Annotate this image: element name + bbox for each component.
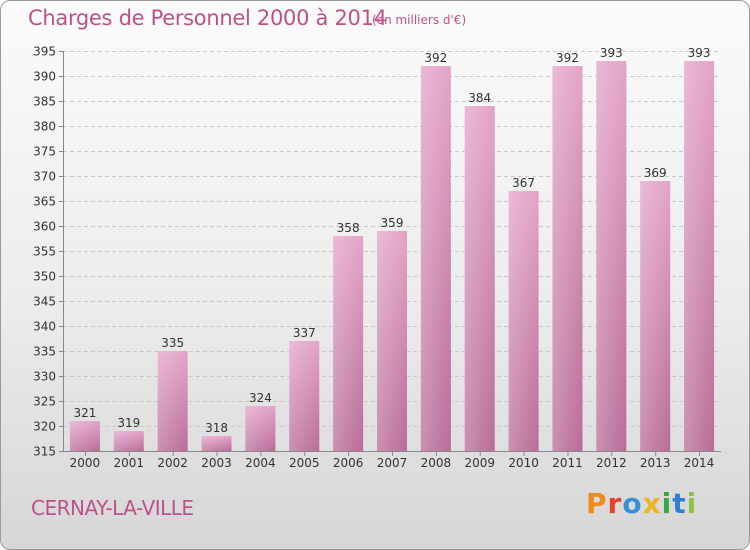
bar-highlight — [245, 406, 276, 451]
y-tick-label: 385 — [33, 95, 56, 109]
y-tick-label: 315 — [33, 445, 56, 459]
y-tick-label: 335 — [33, 345, 56, 359]
bar-highlight — [684, 61, 715, 451]
data-label: 318 — [205, 421, 228, 435]
bar-highlight — [552, 66, 583, 451]
x-tick-label: 2014 — [684, 456, 715, 470]
data-label: 393 — [688, 46, 711, 60]
y-tick-label: 340 — [33, 320, 56, 334]
bar-highlight — [69, 421, 100, 451]
city-name: CERNAY-LA-VILLE — [31, 496, 194, 520]
y-tick-label: 360 — [33, 220, 56, 234]
y-tick-label: 380 — [33, 120, 56, 134]
data-label: 392 — [424, 51, 447, 65]
bar-highlight — [289, 341, 320, 451]
data-label: 358 — [337, 221, 360, 235]
logo-letter: t — [672, 487, 687, 520]
x-tick-label: 2006 — [333, 456, 364, 470]
bar-highlight — [420, 66, 451, 451]
data-label: 384 — [468, 91, 491, 105]
x-tick-label: 2007 — [377, 456, 408, 470]
x-tick-label: 2013 — [640, 456, 671, 470]
data-label: 393 — [600, 46, 623, 60]
y-tick-label: 330 — [33, 370, 56, 384]
bar-highlight — [377, 231, 407, 451]
chart-subtitle: (en milliers d'€) — [372, 13, 467, 27]
y-tick-label: 375 — [33, 145, 56, 159]
data-label: 337 — [293, 326, 316, 340]
y-tick-label: 370 — [33, 170, 56, 184]
x-tick-label: 2005 — [289, 456, 320, 470]
bar-highlight — [640, 181, 671, 451]
bar-highlight — [464, 106, 495, 451]
bar-highlight — [201, 436, 232, 451]
bar-highlight — [596, 61, 627, 451]
x-tick-label: 2003 — [201, 456, 232, 470]
x-tick-label: 2001 — [114, 456, 145, 470]
bar-highlight — [157, 351, 188, 451]
x-tick-label: 2012 — [596, 456, 627, 470]
data-label: 359 — [381, 216, 404, 230]
data-label: 392 — [556, 51, 579, 65]
y-tick-label: 350 — [33, 270, 56, 284]
x-tick-label: 2004 — [245, 456, 276, 470]
data-label: 369 — [644, 166, 667, 180]
x-tick-label: 2000 — [70, 456, 101, 470]
y-tick-label: 345 — [33, 295, 56, 309]
y-tick-label: 390 — [33, 70, 56, 84]
logo-letter: x — [642, 487, 662, 520]
logo-letter: o — [622, 487, 643, 520]
x-tick-label: 2008 — [421, 456, 452, 470]
data-label: 335 — [161, 336, 184, 350]
logo-letter: r — [607, 487, 623, 520]
y-tick-label: 395 — [33, 45, 56, 59]
proxiti-logo: Proxiti — [586, 487, 697, 520]
logo-letter: P — [586, 487, 608, 520]
y-tick-label: 355 — [33, 245, 56, 259]
chart-title: Charges de Personnel 2000 à 2014 — [28, 6, 387, 30]
y-tick-label: 320 — [33, 420, 56, 434]
y-tick-label: 325 — [33, 395, 56, 409]
data-label: 321 — [73, 406, 96, 420]
x-tick-label: 2002 — [157, 456, 188, 470]
x-tick-label: 2011 — [552, 456, 583, 470]
logo-letter: i — [661, 487, 673, 520]
bar-highlight — [508, 191, 539, 451]
data-label: 324 — [249, 391, 272, 405]
y-tick-label: 365 — [33, 195, 56, 209]
x-tick-label: 2009 — [464, 456, 495, 470]
x-tick-label: 2010 — [508, 456, 539, 470]
data-label: 319 — [117, 416, 140, 430]
bar-highlight — [113, 431, 144, 451]
data-label: 367 — [512, 176, 535, 190]
logo-letter: i — [686, 487, 698, 520]
bar-highlight — [333, 236, 364, 451]
